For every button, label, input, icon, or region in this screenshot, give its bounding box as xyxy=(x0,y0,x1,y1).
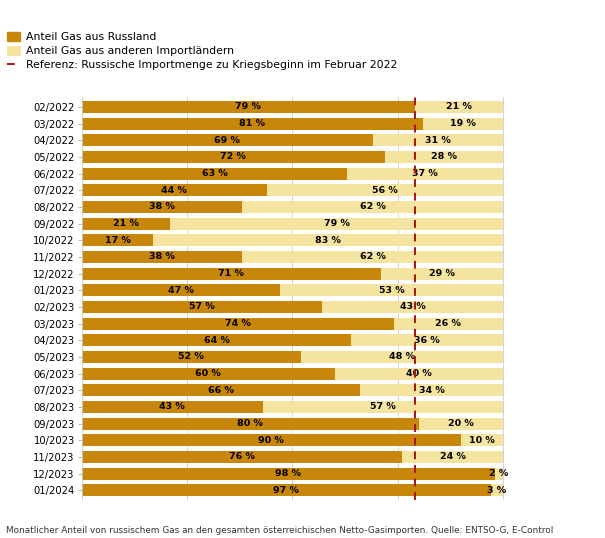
Text: 81 %: 81 % xyxy=(240,119,266,128)
Bar xyxy=(461,434,503,447)
Bar xyxy=(373,134,503,146)
Bar xyxy=(263,401,503,413)
Bar xyxy=(335,367,503,380)
Bar xyxy=(280,284,503,296)
Bar xyxy=(82,434,461,447)
Bar xyxy=(82,451,402,463)
Text: 21 %: 21 % xyxy=(113,219,139,228)
Text: 80 %: 80 % xyxy=(237,419,263,428)
Text: 24 %: 24 % xyxy=(440,452,465,462)
Text: 53 %: 53 % xyxy=(379,286,404,295)
Text: 56 %: 56 % xyxy=(372,186,398,195)
Text: 98 %: 98 % xyxy=(275,469,301,478)
Bar xyxy=(153,234,503,246)
Bar xyxy=(82,284,280,296)
Text: 34 %: 34 % xyxy=(419,386,445,395)
Text: 3 %: 3 % xyxy=(487,486,506,495)
Bar xyxy=(82,201,242,213)
Text: 20 %: 20 % xyxy=(448,419,474,428)
Text: 60 %: 60 % xyxy=(195,369,221,378)
Bar xyxy=(423,117,503,130)
Text: 17 %: 17 % xyxy=(105,236,131,245)
Text: 40 %: 40 % xyxy=(406,369,432,378)
Text: 97 %: 97 % xyxy=(273,486,299,495)
Bar xyxy=(394,317,503,330)
Bar xyxy=(82,384,360,397)
Text: 31 %: 31 % xyxy=(425,136,451,145)
Bar xyxy=(170,217,503,230)
Legend: Anteil Gas aus Russland, Anteil Gas aus anderen Importländern, Referenz: Russisc: Anteil Gas aus Russland, Anteil Gas aus … xyxy=(7,32,397,70)
Bar xyxy=(267,184,503,196)
Text: 36 %: 36 % xyxy=(414,336,440,345)
Text: 72 %: 72 % xyxy=(220,152,246,161)
Text: 29 %: 29 % xyxy=(429,269,455,278)
Text: 19 %: 19 % xyxy=(450,119,476,128)
Text: 57 %: 57 % xyxy=(370,402,396,412)
Bar xyxy=(242,251,503,263)
Bar xyxy=(495,468,503,480)
Text: 52 %: 52 % xyxy=(178,352,204,362)
Bar xyxy=(82,217,170,230)
Text: 71 %: 71 % xyxy=(218,269,244,278)
Text: 38 %: 38 % xyxy=(149,252,175,261)
Text: 90 %: 90 % xyxy=(258,436,284,445)
Text: 21 %: 21 % xyxy=(446,102,472,111)
Bar xyxy=(82,301,322,313)
Text: 63 %: 63 % xyxy=(201,169,227,178)
Text: Monatlicher Anteil von russischem Gas an den gesamten österreichischen Netto-Gas: Monatlicher Anteil von russischem Gas an… xyxy=(6,526,554,535)
Text: 44 %: 44 % xyxy=(162,186,188,195)
Text: 79 %: 79 % xyxy=(235,102,261,111)
Text: 48 %: 48 % xyxy=(389,352,415,362)
Text: 83 %: 83 % xyxy=(315,236,341,245)
Bar xyxy=(82,134,373,146)
Bar xyxy=(82,267,381,280)
Text: 57 %: 57 % xyxy=(189,302,215,312)
Text: 76 %: 76 % xyxy=(229,452,255,462)
Text: 62 %: 62 % xyxy=(359,202,385,211)
Bar xyxy=(414,101,503,113)
Bar xyxy=(381,267,503,280)
Bar xyxy=(82,317,394,330)
Text: 74 %: 74 % xyxy=(224,319,250,328)
Bar xyxy=(322,301,503,313)
Text: 64 %: 64 % xyxy=(204,336,229,345)
Bar xyxy=(82,101,414,113)
Text: 79 %: 79 % xyxy=(324,219,350,228)
Text: 26 %: 26 % xyxy=(436,319,462,328)
Text: 66 %: 66 % xyxy=(208,386,234,395)
Bar xyxy=(360,384,503,397)
Bar xyxy=(491,484,503,497)
Bar xyxy=(385,151,503,163)
Bar xyxy=(82,251,242,263)
Bar xyxy=(82,117,423,130)
Bar xyxy=(82,151,385,163)
Bar xyxy=(82,484,491,497)
Text: 28 %: 28 % xyxy=(431,152,457,161)
Bar xyxy=(82,401,263,413)
Text: 38 %: 38 % xyxy=(149,202,175,211)
Bar xyxy=(82,351,301,363)
Text: 2 %: 2 % xyxy=(489,469,509,478)
Bar xyxy=(82,334,352,346)
Bar xyxy=(82,468,495,480)
Bar xyxy=(402,451,503,463)
Bar xyxy=(82,167,347,180)
Bar xyxy=(82,234,153,246)
Text: 37 %: 37 % xyxy=(413,169,438,178)
Bar xyxy=(419,417,503,430)
Text: 43 %: 43 % xyxy=(400,302,425,312)
Bar xyxy=(82,417,419,430)
Bar xyxy=(352,334,503,346)
Text: 43 %: 43 % xyxy=(160,402,185,412)
Text: 69 %: 69 % xyxy=(214,136,240,145)
Bar xyxy=(242,201,503,213)
Bar xyxy=(301,351,503,363)
Bar xyxy=(347,167,503,180)
Text: 47 %: 47 % xyxy=(168,286,194,295)
Text: 10 %: 10 % xyxy=(469,436,495,445)
Bar xyxy=(82,367,335,380)
Text: 62 %: 62 % xyxy=(359,252,385,261)
Bar xyxy=(82,184,267,196)
